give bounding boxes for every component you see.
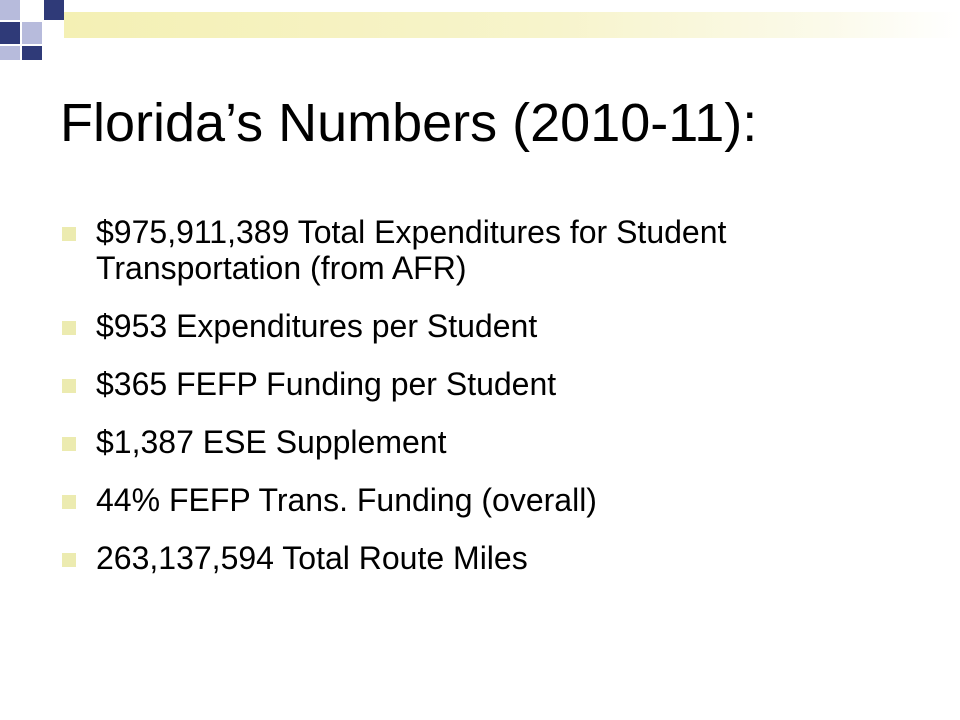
bullet-text: $975,911,389 Total Expenditures for Stud… xyxy=(96,214,727,286)
slide-title: Florida’s Numbers (2010-11): xyxy=(60,93,758,153)
bullet-list: $975,911,389 Total Expenditures for Stud… xyxy=(60,214,920,598)
bullet-item: $1,387 ESE Supplement xyxy=(60,424,920,460)
bullet-item: $365 FEFP Funding per Student xyxy=(60,366,920,402)
square-bullet-icon xyxy=(62,321,76,335)
square-bullet-icon xyxy=(62,227,76,241)
bullet-item: 263,137,594 Total Route Miles xyxy=(60,540,920,576)
bullet-text: 263,137,594 Total Route Miles xyxy=(96,540,528,576)
checker-square xyxy=(44,0,64,20)
bullet-text: $1,387 ESE Supplement xyxy=(96,424,447,460)
bullet-item: 44% FEFP Trans. Funding (overall) xyxy=(60,482,920,518)
bullet-item: $953 Expenditures per Student xyxy=(60,308,920,344)
checker-square xyxy=(22,22,42,44)
header-decoration xyxy=(0,0,960,60)
header-gradient-bar xyxy=(64,12,960,38)
checker-square xyxy=(0,0,20,20)
bullet-item: $975,911,389 Total Expenditures for Stud… xyxy=(60,214,920,286)
bullet-text: 44% FEFP Trans. Funding (overall) xyxy=(96,482,597,518)
square-bullet-icon xyxy=(62,437,76,451)
bullet-text: $953 Expenditures per Student xyxy=(96,308,538,344)
checker-square xyxy=(0,46,20,60)
checker-square xyxy=(22,0,42,20)
square-bullet-icon xyxy=(62,495,76,509)
square-bullet-icon xyxy=(62,553,76,567)
bullet-text: $365 FEFP Funding per Student xyxy=(96,366,557,402)
square-bullet-icon xyxy=(62,379,76,393)
checker-square xyxy=(22,46,42,60)
checker-square xyxy=(0,22,20,44)
checker-square xyxy=(44,22,64,44)
